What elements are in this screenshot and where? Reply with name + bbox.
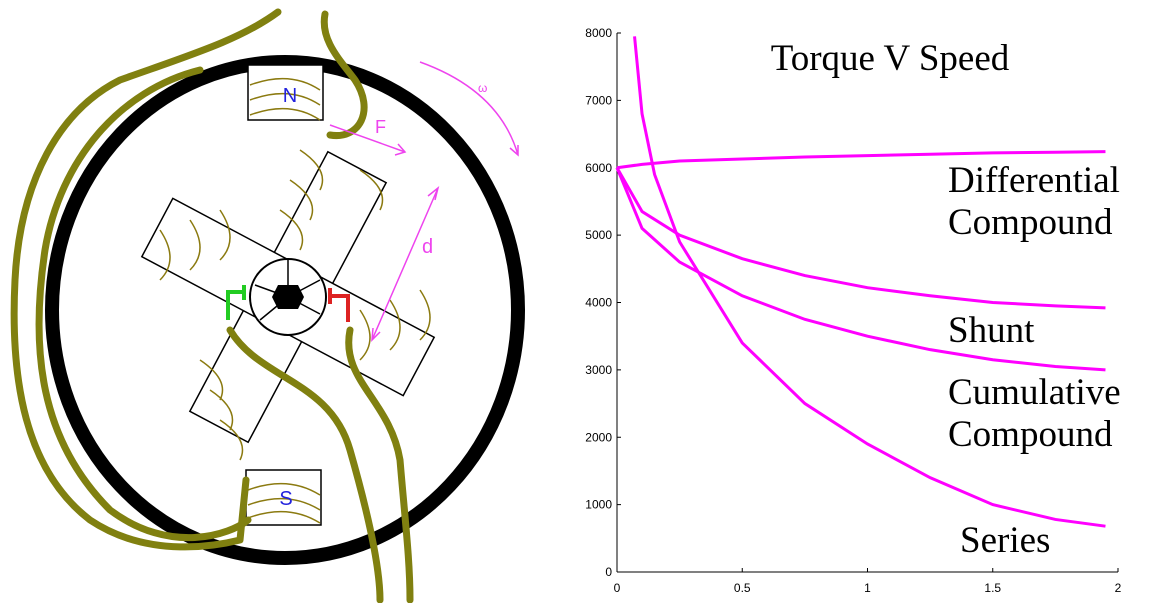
y-tick-label: 8000 bbox=[585, 26, 612, 40]
series-label: Series bbox=[960, 520, 1051, 561]
force-label: F bbox=[375, 117, 386, 137]
y-tick-label: 6000 bbox=[585, 161, 612, 175]
series-line bbox=[615, 167, 1106, 310]
series-label: Shunt bbox=[948, 310, 1035, 351]
y-tick-label: 2000 bbox=[585, 430, 612, 444]
north-label: N bbox=[283, 85, 297, 107]
series-label: Differential Compound bbox=[948, 160, 1120, 243]
y-tick-label: 0 bbox=[605, 565, 612, 579]
series-line bbox=[615, 167, 1106, 372]
x-tick-label: 2 bbox=[1115, 581, 1122, 595]
omega-label: ω bbox=[478, 81, 487, 95]
y-tick-label: 3000 bbox=[585, 363, 612, 377]
motor-diagram bbox=[10, 8, 525, 603]
x-tick-label: 1 bbox=[864, 581, 871, 595]
south-label: S bbox=[279, 488, 292, 510]
x-tick-label: 0.5 bbox=[734, 581, 751, 595]
series-line bbox=[616, 150, 1106, 170]
x-tick-label: 0 bbox=[614, 581, 621, 595]
distance-label: d bbox=[422, 236, 433, 258]
x-tick-label: 1.5 bbox=[984, 581, 1001, 595]
y-tick-label: 5000 bbox=[585, 228, 612, 242]
y-tick-label: 4000 bbox=[585, 296, 612, 310]
y-tick-label: 1000 bbox=[585, 498, 612, 512]
chart-title: Torque V Speed bbox=[771, 38, 1010, 79]
series-line bbox=[633, 36, 1106, 528]
series-label: Cumulative Compound bbox=[948, 372, 1121, 455]
y-tick-label: 7000 bbox=[585, 93, 612, 107]
